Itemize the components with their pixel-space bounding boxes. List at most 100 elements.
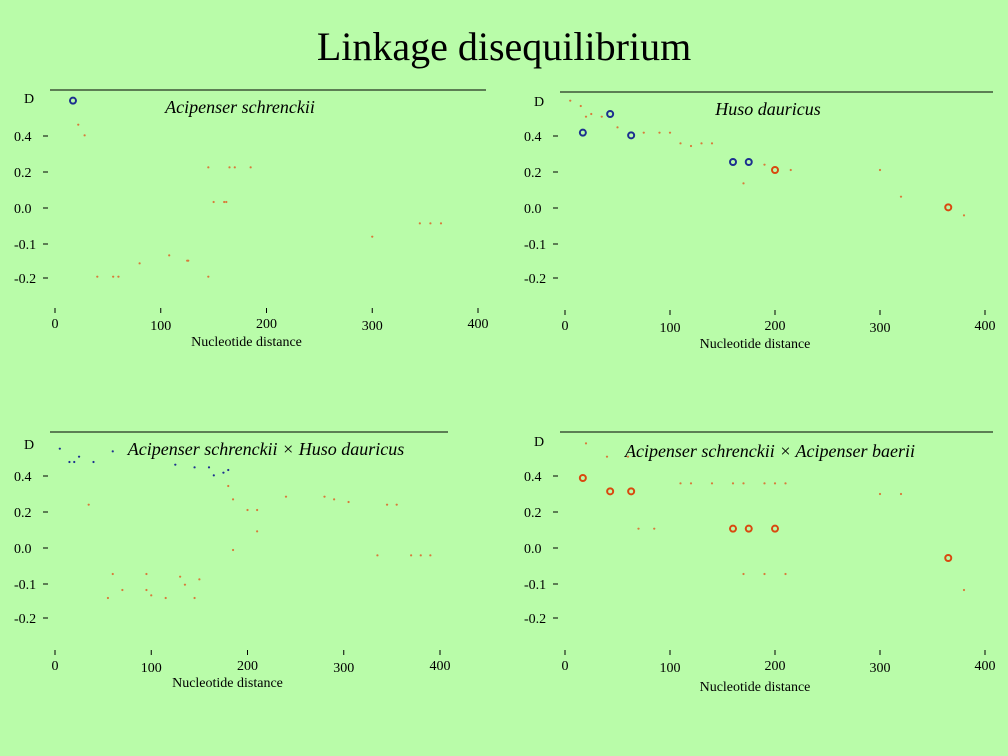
- data-point-dot: [96, 275, 99, 278]
- y-tick-label: 0.0: [524, 542, 542, 557]
- data-point-dot: [742, 572, 745, 576]
- data-point-dot: [626, 455, 630, 458]
- y-tick-label: 0.4: [524, 130, 542, 145]
- y-tick-label: 0.4: [14, 130, 32, 145]
- data-point-dot: [111, 572, 114, 576]
- data-point-circle: [744, 524, 753, 533]
- data-point-circle: [578, 474, 587, 482]
- data-point-circle: [771, 524, 779, 533]
- y-tick-label: 0.2: [524, 166, 542, 181]
- x-tick-label: 0: [562, 319, 569, 334]
- x-tick-label: 300: [870, 321, 891, 336]
- data-point-dot: [419, 554, 422, 557]
- data-point-dot: [773, 482, 777, 485]
- y-tick-label: 0.2: [14, 166, 32, 181]
- data-point-dot: [418, 222, 421, 225]
- y-tick-label: -0.1: [524, 238, 546, 253]
- data-point-dot: [700, 142, 703, 145]
- x-tick-label: 400: [975, 659, 996, 674]
- y-tick-label: -0.1: [524, 578, 546, 593]
- x-tick-label: 300: [333, 661, 354, 676]
- data-point-dot: [731, 482, 735, 485]
- y-tick-label: 0.2: [14, 506, 32, 521]
- data-point-dot: [256, 530, 259, 533]
- chart-panel-1: D Acipenser schrenckii 0.4 0.2 0.0 -0.1 -0.2 0 1…: [14, 89, 489, 350]
- data-point-dot: [584, 115, 588, 118]
- data-point-dot: [347, 500, 350, 504]
- x-axis-label: Nucleotide distance: [172, 676, 283, 691]
- data-point-dot: [878, 492, 882, 496]
- data-point-dot: [679, 482, 682, 485]
- data-point-dot: [222, 471, 225, 474]
- y-tick-label: -0.2: [524, 612, 546, 627]
- data-point-dot: [962, 588, 966, 592]
- data-point-dot: [225, 200, 228, 204]
- data-point-circle: [771, 166, 779, 174]
- x-tick-label: 300: [870, 661, 891, 676]
- data-point-circle: [606, 110, 615, 118]
- data-point-dot: [193, 596, 196, 600]
- data-point-dot: [164, 596, 167, 600]
- data-point-circle: [944, 554, 953, 562]
- x-tick-label: 200: [765, 659, 786, 674]
- data-point-circle: [627, 487, 636, 496]
- y-tick-label: 0.0: [524, 202, 542, 217]
- x-tick-label: 100: [150, 319, 171, 334]
- data-point-dot: [579, 104, 582, 108]
- x-axis-label: Nucleotide distance: [700, 337, 811, 352]
- y-tick-label: 0.0: [14, 202, 32, 217]
- data-point-dot: [763, 482, 766, 485]
- data-point-dot: [73, 460, 76, 464]
- x-axis-label: Nucleotide distance: [191, 335, 302, 350]
- chart-panel-2: D Huso dauricus 0.4 0.2 0.0 -0.1 -0.2 0 100 200 30…: [524, 91, 996, 352]
- data-point-dot: [256, 508, 259, 512]
- data-point-dot: [233, 166, 236, 169]
- data-point-circle: [729, 158, 737, 166]
- data-point-dot: [569, 99, 572, 102]
- x-tick-label: 0: [562, 659, 569, 674]
- data-point-dot: [385, 503, 389, 506]
- data-point-dot: [227, 468, 230, 472]
- data-point-dot: [246, 508, 249, 512]
- x-tick-label: 100: [660, 321, 681, 336]
- x-tick-label: 400: [975, 319, 996, 334]
- data-point-dot: [231, 498, 235, 501]
- data-point-dot: [121, 588, 124, 592]
- data-point-dot: [228, 166, 231, 169]
- x-tick-label: 200: [237, 659, 258, 674]
- x-tick-label: 200: [256, 317, 277, 332]
- data-point-dot: [679, 142, 682, 145]
- data-point-dot: [710, 142, 714, 145]
- data-point-dot: [742, 482, 745, 485]
- data-point-dot: [58, 447, 61, 450]
- data-point-circle: [729, 524, 737, 533]
- data-point-dot: [658, 131, 661, 134]
- data-point-dot: [145, 588, 148, 592]
- data-point-circle: [744, 158, 753, 166]
- data-point-dot: [878, 168, 882, 172]
- data-point-dot: [962, 214, 966, 217]
- data-point-dot: [439, 222, 443, 225]
- data-point-dot: [784, 572, 787, 576]
- data-point-dot: [168, 254, 171, 257]
- data-point-dot: [87, 503, 90, 506]
- data-point-dot: [183, 583, 187, 586]
- x-tick-label: 0: [52, 659, 59, 674]
- data-point-dot: [193, 466, 196, 469]
- x-tick-label: 100: [141, 661, 162, 676]
- data-point-dot: [68, 460, 71, 464]
- data-point-dot: [198, 578, 201, 581]
- data-point-dot: [249, 166, 252, 169]
- y-tick-label: 0.0: [14, 542, 32, 557]
- data-point-dot: [653, 527, 656, 530]
- data-point-circle: [944, 203, 953, 212]
- chart-title: Acipenser schrenckii × Huso dauricus: [127, 439, 404, 459]
- data-point-dot: [83, 134, 86, 137]
- data-point-dot: [899, 492, 903, 496]
- y-tick-label: -0.2: [14, 612, 36, 627]
- data-point-dot: [410, 554, 413, 557]
- data-point-dot: [429, 222, 432, 225]
- data-point-dot: [207, 466, 211, 469]
- data-point-dot: [590, 112, 593, 116]
- data-point-circle: [627, 131, 636, 140]
